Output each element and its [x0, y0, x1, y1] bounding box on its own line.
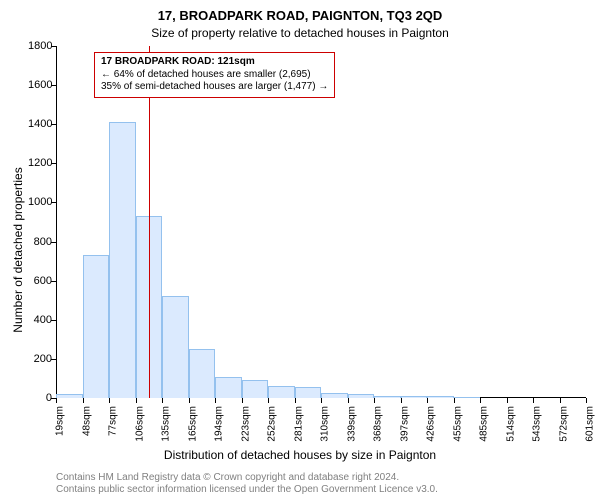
y-tick-mark: [51, 163, 56, 164]
x-tick-label: 48sqm: [81, 406, 92, 436]
x-tick-mark: [268, 398, 269, 403]
x-tick-mark: [533, 398, 534, 403]
y-tick-mark: [51, 242, 56, 243]
y-tick-mark: [51, 281, 56, 282]
x-tick-mark: [242, 398, 243, 403]
y-tick-mark: [51, 359, 56, 360]
x-tick-label: 106sqm: [134, 406, 145, 442]
x-tick-label: 368sqm: [373, 406, 384, 442]
y-tick-label: 800: [28, 236, 52, 248]
x-tick-label: 543sqm: [532, 406, 543, 442]
callout-title: 17 BROADPARK ROAD: 121sqm: [101, 56, 328, 69]
callout-smaller: ← 64% of detached houses are smaller (2,…: [101, 69, 328, 82]
y-tick-mark: [51, 320, 56, 321]
y-tick-label: 1600: [28, 79, 52, 91]
plot-area: [56, 46, 586, 398]
copyright: Contains HM Land Registry data © Crown c…: [56, 472, 438, 496]
x-tick-label: 310sqm: [320, 406, 331, 442]
x-tick-label: 19sqm: [55, 406, 66, 436]
y-tick-label: 1400: [28, 118, 52, 130]
x-tick-mark: [401, 398, 402, 403]
reference-layer: [56, 46, 586, 398]
y-tick-label: 1200: [28, 157, 52, 169]
page-subtitle: Size of property relative to detached ho…: [0, 26, 600, 40]
x-tick-label: 397sqm: [399, 406, 410, 442]
x-tick-mark: [215, 398, 216, 403]
x-tick-mark: [454, 398, 455, 403]
y-axis-label: Number of detached properties: [11, 167, 25, 332]
copyright-line-1: Contains HM Land Registry data © Crown c…: [56, 472, 438, 484]
y-tick-label: 0: [28, 392, 52, 404]
x-tick-label: 601sqm: [585, 406, 596, 442]
x-tick-label: 223sqm: [240, 406, 251, 442]
y-tick-mark: [51, 46, 56, 47]
copyright-line-2: Contains public sector information licen…: [56, 484, 438, 496]
page-title: 17, BROADPARK ROAD, PAIGNTON, TQ3 2QD: [0, 8, 600, 23]
x-tick-mark: [162, 398, 163, 403]
x-tick-mark: [295, 398, 296, 403]
y-tick-mark: [51, 85, 56, 86]
y-tick-mark: [51, 124, 56, 125]
x-tick-mark: [109, 398, 110, 403]
x-tick-mark: [507, 398, 508, 403]
x-tick-label: 165sqm: [187, 406, 198, 442]
x-tick-mark: [560, 398, 561, 403]
x-tick-label: 281sqm: [293, 406, 304, 442]
x-tick-mark: [83, 398, 84, 403]
x-tick-label: 135sqm: [161, 406, 172, 442]
y-tick-label: 1000: [28, 196, 52, 208]
chart-root: 17, BROADPARK ROAD, PAIGNTON, TQ3 2QD Si…: [0, 0, 600, 500]
x-tick-mark: [374, 398, 375, 403]
x-axis-label: Distribution of detached houses by size …: [0, 448, 600, 462]
callout-larger: 35% of semi-detached houses are larger (…: [101, 81, 328, 94]
x-tick-label: 514sqm: [505, 406, 516, 442]
y-tick-label: 600: [28, 275, 52, 287]
x-tick-label: 572sqm: [558, 406, 569, 442]
x-tick-mark: [427, 398, 428, 403]
x-tick-mark: [586, 398, 587, 403]
x-tick-label: 455sqm: [452, 406, 463, 442]
x-tick-label: 252sqm: [267, 406, 278, 442]
y-tick-mark: [51, 202, 56, 203]
x-tick-mark: [189, 398, 190, 403]
x-tick-label: 485sqm: [479, 406, 490, 442]
y-tick-label: 400: [28, 314, 52, 326]
x-tick-label: 194sqm: [214, 406, 225, 442]
x-tick-mark: [56, 398, 57, 403]
reference-callout: 17 BROADPARK ROAD: 121sqm ← 64% of detac…: [94, 52, 335, 98]
x-tick-mark: [321, 398, 322, 403]
x-tick-label: 426sqm: [426, 406, 437, 442]
x-tick-mark: [136, 398, 137, 403]
reference-line: [149, 46, 150, 398]
y-tick-label: 1800: [28, 40, 52, 52]
x-tick-label: 339sqm: [346, 406, 357, 442]
y-tick-label: 200: [28, 353, 52, 365]
x-tick-mark: [480, 398, 481, 403]
x-tick-label: 77sqm: [108, 406, 119, 436]
x-tick-mark: [348, 398, 349, 403]
